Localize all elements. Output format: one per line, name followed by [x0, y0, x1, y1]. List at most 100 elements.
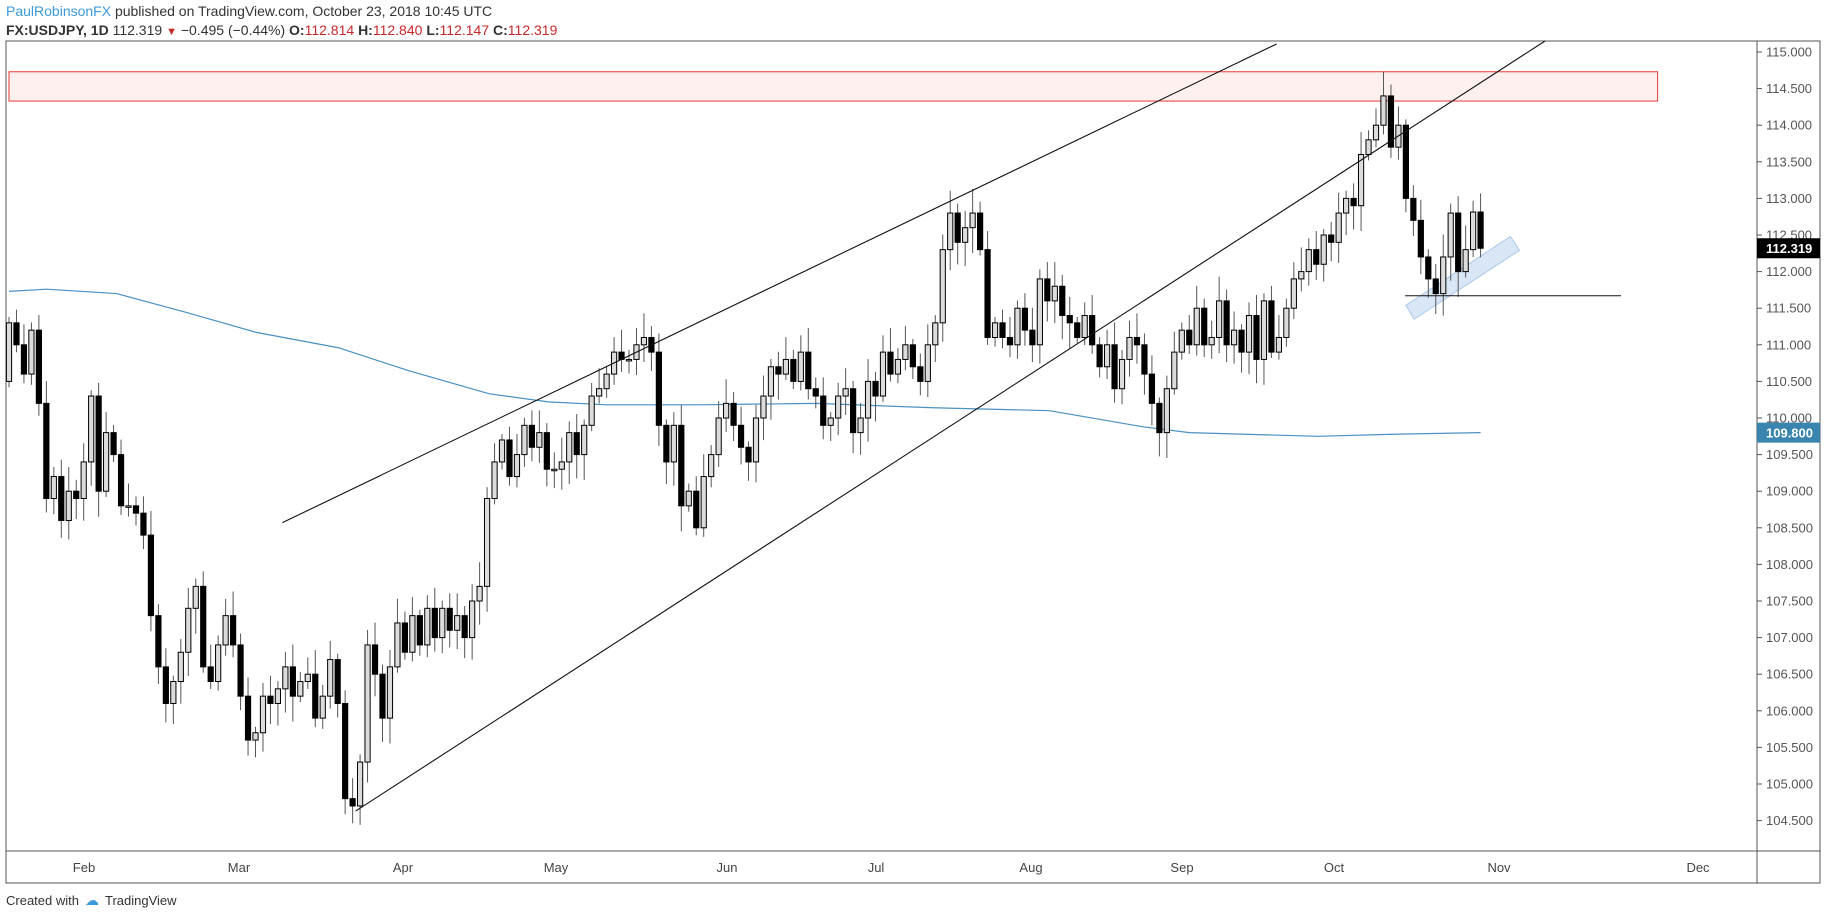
candle-body-up [1283, 307, 1290, 338]
candle [864, 359, 872, 442]
candle-body-up [454, 615, 461, 631]
candle-body-up [439, 607, 446, 639]
candle [879, 335, 887, 402]
candle-body-down [1313, 249, 1320, 265]
candle-body-up [723, 402, 730, 419]
candle [827, 412, 834, 441]
candle [932, 315, 939, 363]
candle [1380, 71, 1387, 135]
candle-body-down [371, 644, 379, 675]
candle-body-down [506, 439, 513, 478]
candle [185, 587, 192, 676]
candle-body-down [663, 424, 670, 463]
candle-body-down [1096, 344, 1103, 368]
candle-body-down [446, 607, 453, 631]
candle-body-up [28, 329, 35, 375]
candle [1186, 315, 1193, 354]
candle-body-down [1402, 124, 1409, 199]
candle [267, 675, 274, 724]
candle [708, 445, 715, 488]
candle-body-down [1455, 212, 1462, 273]
candle-body-up [962, 227, 969, 243]
price-tick-label: 110.000 [1766, 411, 1812, 426]
candle [648, 326, 655, 371]
candle [416, 609, 423, 656]
candle [1260, 293, 1268, 385]
moving-average-tag-bg [1757, 422, 1820, 443]
candle-body-down [954, 212, 961, 243]
candle [65, 467, 72, 540]
candle [1163, 375, 1170, 459]
candle [812, 377, 819, 409]
candle [162, 648, 169, 723]
candle [1171, 331, 1178, 395]
candle-body-down [1066, 315, 1073, 324]
candle-body-down [1201, 307, 1208, 346]
candle [1402, 119, 1409, 213]
candle [110, 424, 117, 463]
candle-body-up [947, 212, 954, 251]
candle-body-up [215, 644, 222, 683]
time-tick-label: Aug [1019, 860, 1042, 875]
candle-body-up [521, 424, 528, 456]
candle-body-up [1163, 388, 1170, 434]
candle-body-up [409, 615, 416, 653]
candle [1447, 203, 1454, 281]
candle-body-up [700, 476, 707, 529]
author-link[interactable]: PaulRobinsonFX [6, 3, 112, 19]
candle [655, 333, 662, 446]
tradingview-brand[interactable]: TradingView [104, 893, 177, 908]
candle [50, 467, 57, 515]
candle-body-up [782, 358, 789, 375]
candle [1455, 196, 1462, 297]
candle [155, 604, 162, 685]
candle [618, 329, 625, 372]
candle-body-up [1014, 307, 1021, 346]
candle-body-down [1029, 329, 1036, 346]
candle [1081, 302, 1088, 345]
candle [95, 382, 102, 517]
candle-body-down [334, 659, 341, 704]
candle-body-up [170, 681, 177, 704]
price-tick-label: 106.500 [1766, 667, 1813, 682]
candle-body-down [461, 615, 468, 639]
candle-body-up [625, 358, 633, 362]
price-tick-label: 107.000 [1766, 630, 1813, 645]
candle-body-up [1372, 124, 1380, 141]
time-tick-label: Feb [73, 860, 95, 875]
time-tick-label: Apr [393, 860, 414, 875]
candle [140, 496, 147, 550]
candle-body-down [35, 329, 42, 404]
candle [1156, 397, 1163, 457]
open-label: O: [289, 22, 305, 38]
candle-body-down [207, 666, 214, 683]
time-tick-label: Mar [228, 860, 251, 875]
candle [521, 417, 528, 467]
candle [678, 404, 685, 532]
candle-body-up [1343, 197, 1350, 214]
price-tick-label: 105.500 [1766, 740, 1813, 755]
candle [939, 234, 946, 342]
candle [917, 353, 924, 396]
candle-body-down [1350, 197, 1357, 207]
candle-body-down [349, 798, 356, 807]
candle-body-up [715, 417, 722, 456]
price-tick-label: 105.000 [1766, 777, 1813, 792]
candle [312, 650, 319, 728]
candle [274, 681, 282, 726]
low-value: 112.147 [439, 22, 490, 38]
created-with-text: Created with [6, 893, 79, 908]
candle-body-up [103, 432, 110, 492]
candle [640, 313, 648, 363]
candle-body-down [1156, 402, 1163, 434]
candle [1477, 193, 1484, 258]
close-value: 112.319 [507, 22, 558, 38]
candle-body-up [924, 344, 931, 382]
candle [850, 381, 857, 454]
candle-body-down [790, 358, 797, 382]
candle [797, 335, 804, 391]
candle [566, 421, 573, 485]
candle-body-up [685, 490, 692, 507]
time-axis[interactable] [5, 850, 1821, 884]
